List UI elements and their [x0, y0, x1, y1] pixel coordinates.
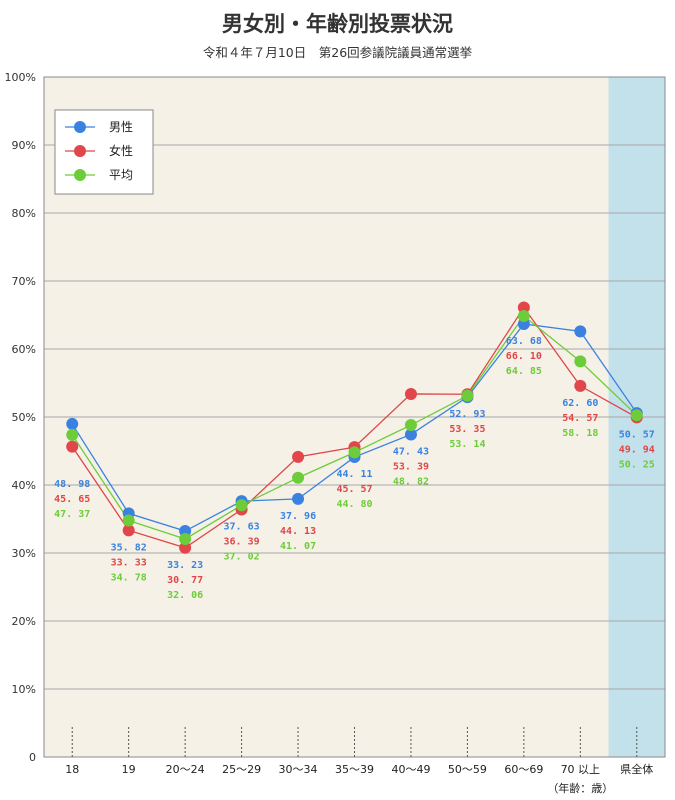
data-point — [404, 428, 417, 441]
data-label: 54. 57 — [562, 413, 598, 424]
data-point — [630, 409, 643, 422]
legend-marker — [74, 169, 86, 181]
y-tick-label: 80% — [12, 207, 36, 220]
data-label: 52. 93 — [449, 409, 485, 420]
data-point — [461, 389, 474, 402]
data-point — [235, 499, 248, 512]
data-point — [292, 471, 305, 484]
data-point — [404, 387, 417, 400]
y-tick-label: 70% — [12, 275, 36, 288]
data-label: 47. 43 — [393, 446, 429, 457]
legend-marker — [74, 145, 86, 157]
data-label: 37. 02 — [224, 552, 260, 563]
data-point — [292, 450, 305, 463]
data-label: 53. 35 — [449, 424, 485, 435]
x-tick-label: 70 以上 — [561, 763, 601, 776]
data-point — [122, 514, 135, 527]
data-label: 33. 23 — [167, 560, 203, 571]
data-label: 66. 10 — [506, 351, 542, 362]
x-tick-label: 40～49 — [391, 763, 430, 776]
data-label: 50. 57 — [619, 429, 655, 440]
y-tick-label: 20% — [12, 615, 36, 628]
data-point — [66, 440, 79, 453]
data-label: 30. 77 — [167, 575, 203, 586]
data-point — [404, 419, 417, 432]
data-label: 47. 37 — [54, 509, 90, 520]
data-label: 34. 78 — [111, 572, 147, 583]
data-label: 44. 80 — [336, 499, 372, 510]
data-label: 63. 68 — [506, 336, 542, 347]
data-label: 41. 07 — [280, 541, 316, 552]
data-label: 49. 94 — [619, 444, 655, 455]
legend-label: 男性 — [109, 120, 133, 134]
data-point — [292, 492, 305, 505]
data-label: 53. 39 — [393, 461, 429, 472]
legend-label: 女性 — [109, 143, 133, 158]
data-label: 35. 82 — [111, 542, 147, 553]
x-tick-label: 35～39 — [335, 763, 374, 776]
data-label: 44. 13 — [280, 526, 316, 537]
data-point — [348, 446, 361, 459]
data-point — [179, 541, 192, 554]
data-point — [574, 325, 587, 338]
y-tick-label: 90% — [12, 139, 36, 152]
x-tick-label: 25～29 — [222, 763, 261, 776]
x-tick-label: 30～34 — [279, 763, 318, 776]
data-label: 53. 14 — [449, 439, 485, 450]
data-label: 48. 98 — [54, 479, 90, 490]
legend — [54, 109, 154, 195]
y-tick-label: 60% — [12, 343, 36, 356]
x-tick-label: 50～59 — [448, 763, 487, 776]
data-point — [517, 301, 530, 314]
x-axis-unit-label: （年齢：歳） — [547, 781, 613, 795]
data-label: 32. 06 — [167, 590, 203, 601]
data-label: 36. 39 — [224, 537, 260, 548]
y-tick-label: 0 — [29, 751, 36, 764]
y-tick-label: 10% — [12, 683, 36, 696]
data-point — [66, 417, 79, 430]
data-label: 58. 18 — [562, 428, 598, 439]
data-label: 62. 60 — [562, 398, 598, 409]
data-point — [122, 524, 135, 537]
chart-subtitle: 令和４年７月10日 第26回参議院議員通常選挙 — [202, 45, 473, 60]
x-tick-label: 18 — [65, 763, 79, 776]
y-tick-label: 40% — [12, 479, 36, 492]
x-tick-label: 60～69 — [504, 763, 543, 776]
legend-marker — [74, 121, 86, 133]
data-label: 37. 63 — [224, 522, 260, 533]
data-point — [574, 355, 587, 368]
x-tick-label: 県全体 — [620, 762, 653, 776]
legend-label: 平均 — [109, 168, 133, 182]
data-label: 33. 33 — [111, 557, 147, 568]
y-tick-label: 30% — [12, 547, 36, 560]
x-tick-label: 20～24 — [166, 763, 205, 776]
x-tick-label: 19 — [122, 763, 136, 776]
data-point — [66, 428, 79, 441]
data-point — [179, 532, 192, 545]
data-label: 45. 57 — [336, 484, 372, 495]
data-label: 45. 65 — [54, 494, 90, 505]
data-label: 37. 96 — [280, 511, 316, 522]
data-point — [574, 379, 587, 392]
data-label: 48. 82 — [393, 476, 429, 487]
y-tick-label: 50% — [12, 411, 36, 424]
chart-title: 男女別・年齢別投票状況 — [222, 12, 453, 36]
y-tick-label: 100% — [5, 71, 36, 84]
data-point — [517, 310, 530, 323]
data-label: 44. 11 — [336, 469, 372, 480]
data-label: 50. 25 — [619, 459, 655, 470]
data-label: 64. 85 — [506, 366, 542, 377]
